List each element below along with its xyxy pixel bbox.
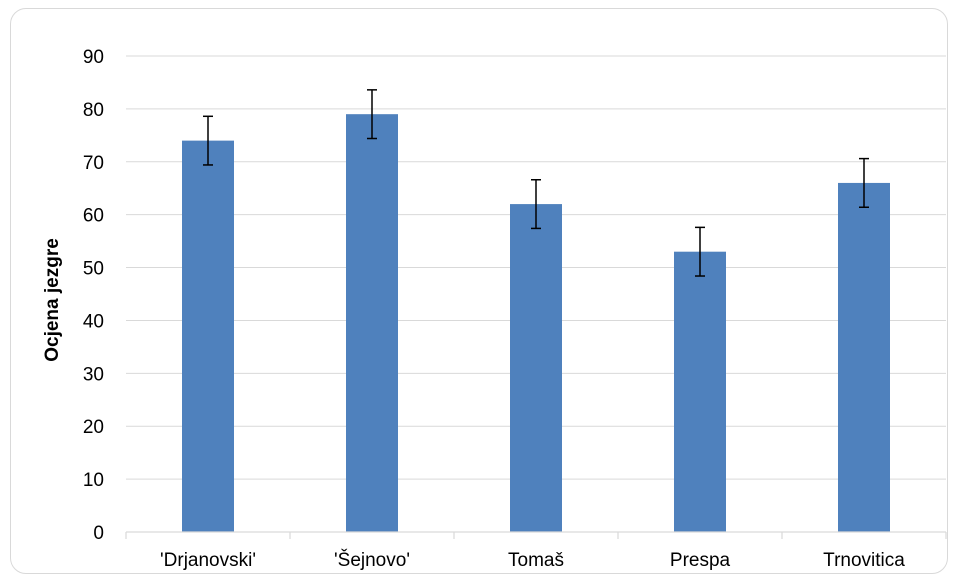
y-tick-label: 90 [83, 47, 104, 68]
bar [346, 114, 398, 532]
x-tick-label: Trnovitica [823, 550, 905, 571]
error-bars [203, 89, 869, 277]
y-tick-label: 10 [83, 470, 104, 491]
x-tick-label: Prespa [670, 550, 731, 571]
bars [182, 114, 890, 533]
x-tick-label: 'Šejnovo' [334, 549, 410, 571]
bar [182, 140, 234, 532]
y-tick-labels: 0 10 20 30 40 50 60 70 80 90 [83, 47, 104, 544]
x-axis [125, 531, 947, 539]
y-tick-label: 30 [83, 364, 104, 385]
y-tick-label: 80 [83, 100, 104, 121]
y-tick-label: 60 [83, 206, 104, 227]
chart-frame [10, 8, 948, 574]
x-tick-labels: 'Drjanovski' 'Šejnovo' Tomaš Prespa Trnoviti… [160, 549, 905, 571]
bar [510, 204, 562, 533]
y-tick-label: 50 [83, 259, 104, 280]
y-tick-label: 0 [93, 523, 104, 544]
y-tick-label: 70 [83, 153, 104, 174]
bar [838, 182, 890, 532]
y-tick-label: 40 [83, 311, 104, 332]
x-tick-label: 'Drjanovski' [160, 550, 256, 571]
y-axis-title: Ocjena jezgre [42, 238, 63, 362]
bar [674, 251, 726, 532]
x-tick-label: Tomaš [508, 550, 564, 571]
y-tick-label: 20 [83, 417, 104, 438]
